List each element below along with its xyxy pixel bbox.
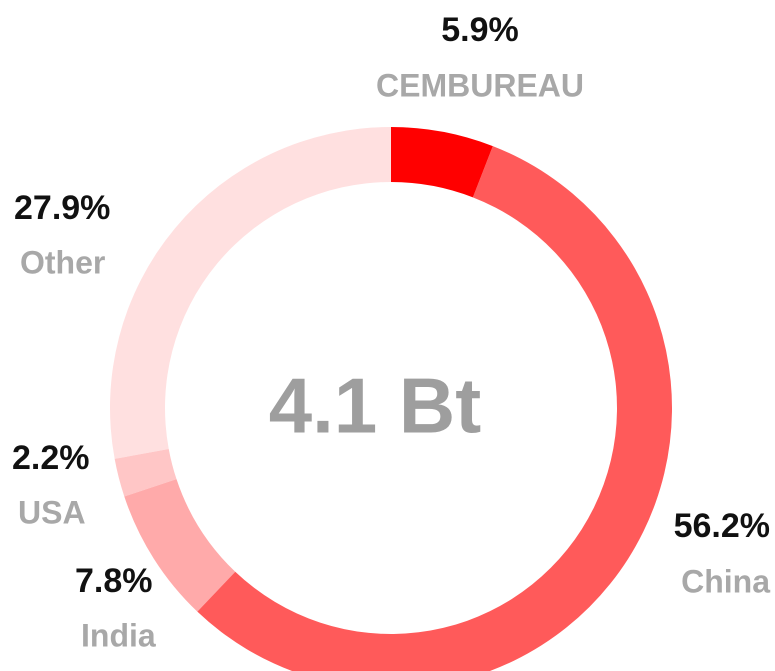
center-label: 4.1 Bt — [269, 362, 481, 450]
value-label: 27.9% — [14, 189, 110, 227]
value-label: 2.2% — [12, 439, 90, 477]
value-label: 5.9% — [441, 11, 519, 49]
value-label: 7.8% — [75, 562, 153, 600]
category-label: Other — [20, 244, 105, 280]
category-label: CEMBUREAU — [376, 67, 584, 103]
category-label: USA — [18, 494, 86, 530]
donut-segment — [114, 448, 177, 497]
donut-segment — [391, 127, 493, 198]
category-label: China — [681, 563, 770, 599]
donut-segment — [197, 146, 672, 671]
value-label: 56.2% — [674, 507, 770, 545]
donut-segment — [110, 127, 391, 459]
donut-segment — [124, 479, 236, 612]
category-label: India — [81, 617, 156, 653]
